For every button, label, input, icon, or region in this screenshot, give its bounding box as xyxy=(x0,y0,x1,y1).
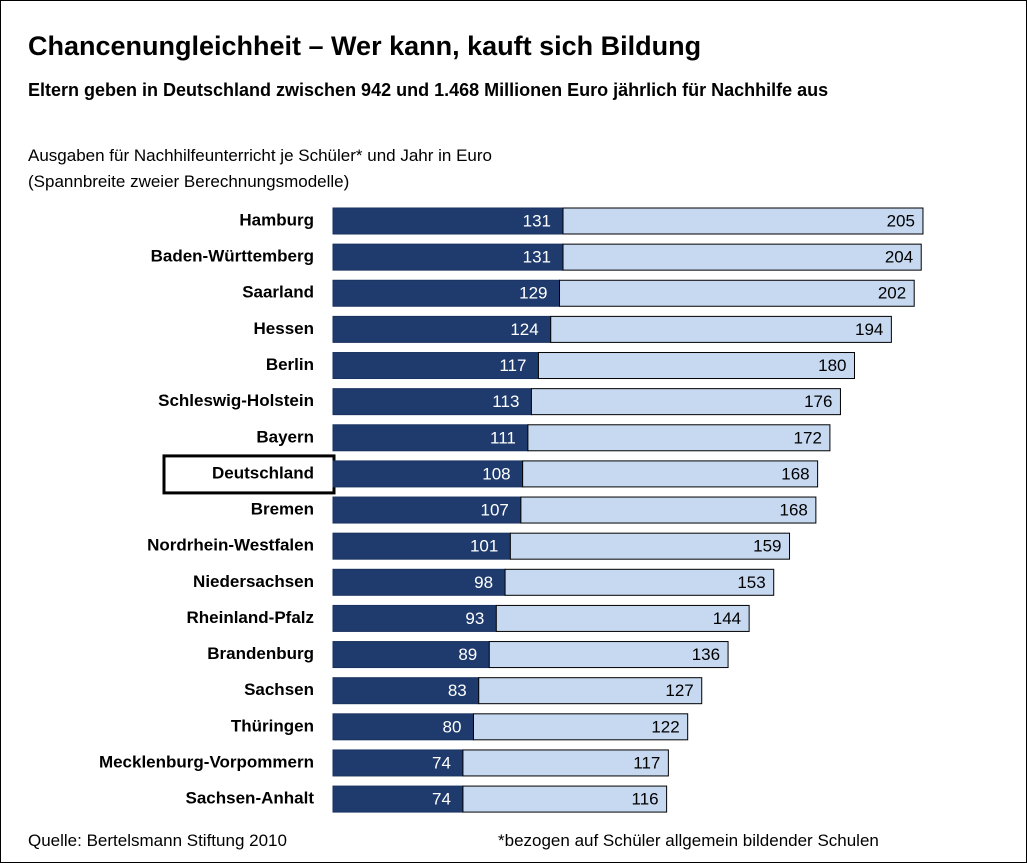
value-label: 83 xyxy=(448,681,467,700)
bar xyxy=(332,677,480,705)
value-label: 144 xyxy=(713,609,741,628)
value-label: 176 xyxy=(804,392,832,411)
bar xyxy=(332,424,529,452)
bar xyxy=(562,207,924,235)
bar xyxy=(332,749,464,777)
bar xyxy=(550,315,892,343)
value-label: 122 xyxy=(651,717,679,736)
value-label: 124 xyxy=(510,320,538,339)
bar xyxy=(504,568,775,596)
category-label: Hessen xyxy=(254,319,314,338)
bar xyxy=(478,677,703,705)
value-label: 117 xyxy=(499,356,526,375)
value-label: 205 xyxy=(887,211,915,230)
bar xyxy=(462,749,669,777)
value-label: 117 xyxy=(633,753,660,772)
value-label: 80 xyxy=(443,717,462,736)
bar xyxy=(332,532,511,560)
bar xyxy=(472,713,689,741)
value-label: 168 xyxy=(779,501,807,520)
bar xyxy=(522,460,819,488)
bar xyxy=(488,641,729,669)
footnote: *bezogen auf Schüler allgemein bildender… xyxy=(498,831,879,850)
description: (Spannbreite zweier Berechnungsmodelle) xyxy=(28,172,350,191)
category-label: Bayern xyxy=(256,427,314,446)
bar xyxy=(332,785,464,813)
description: Ausgaben für Nachhilfeunterricht je Schü… xyxy=(28,146,492,165)
value-label: 131 xyxy=(523,248,551,267)
category-label: Berlin xyxy=(266,355,314,374)
category-label: Nordrhein-Westfalen xyxy=(147,536,314,555)
value-label: 180 xyxy=(818,356,846,375)
bar xyxy=(495,604,750,632)
category-label: Rheinland-Pfalz xyxy=(186,608,314,627)
bar xyxy=(332,243,564,271)
value-label: 98 xyxy=(474,573,493,592)
value-label: 74 xyxy=(432,753,451,772)
category-label: Mecklenburg-Vorpommern xyxy=(99,752,314,771)
value-label: 111 xyxy=(490,428,516,447)
value-label: 129 xyxy=(519,284,547,303)
value-label: 74 xyxy=(432,790,451,809)
bar xyxy=(530,388,841,416)
category-label: Saarland xyxy=(242,283,314,302)
category-label: Sachsen-Anhalt xyxy=(186,789,315,808)
chart-subtitle: Eltern geben in Deutschland zwischen 942… xyxy=(28,80,829,100)
value-label: 127 xyxy=(665,681,693,700)
bar xyxy=(332,604,497,632)
value-label: 136 xyxy=(692,645,720,664)
value-label: 194 xyxy=(855,320,883,339)
value-label: 89 xyxy=(458,645,477,664)
value-label: 116 xyxy=(632,790,659,809)
value-label: 131 xyxy=(523,211,551,230)
value-label: 107 xyxy=(481,501,509,520)
value-label: 101 xyxy=(470,537,498,556)
value-label: 204 xyxy=(885,248,913,267)
bar xyxy=(537,352,855,380)
chart-title: Chancenungleichheit – Wer kann, kauft si… xyxy=(28,31,702,61)
category-label: Deutschland xyxy=(212,463,314,482)
value-label: 172 xyxy=(794,428,822,447)
bar xyxy=(559,279,915,307)
value-label: 93 xyxy=(465,609,484,628)
category-label: Hamburg xyxy=(239,210,314,229)
value-label: 168 xyxy=(781,464,809,483)
bar xyxy=(520,496,817,524)
category-label: Thüringen xyxy=(231,716,314,735)
category-label: Schleswig-Holstein xyxy=(158,391,314,410)
category-label: Brandenburg xyxy=(207,644,314,663)
value-label: 202 xyxy=(878,284,906,303)
category-label: Niedersachsen xyxy=(193,572,314,591)
bar xyxy=(562,243,922,271)
bar xyxy=(332,388,532,416)
bar xyxy=(527,424,831,452)
bar xyxy=(332,207,564,235)
bar xyxy=(462,785,668,813)
source: Quelle: Bertelsmann Stiftung 2010 xyxy=(28,831,287,850)
category-label: Sachsen xyxy=(244,680,314,699)
category-label: Bremen xyxy=(251,500,314,519)
bar xyxy=(332,713,474,741)
category-label: Baden-Württemberg xyxy=(151,247,314,266)
value-label: 159 xyxy=(753,537,781,556)
value-label: 113 xyxy=(492,392,519,411)
bar xyxy=(509,532,791,560)
bar xyxy=(332,460,524,488)
value-label: 153 xyxy=(737,573,765,592)
value-label: 108 xyxy=(482,464,510,483)
